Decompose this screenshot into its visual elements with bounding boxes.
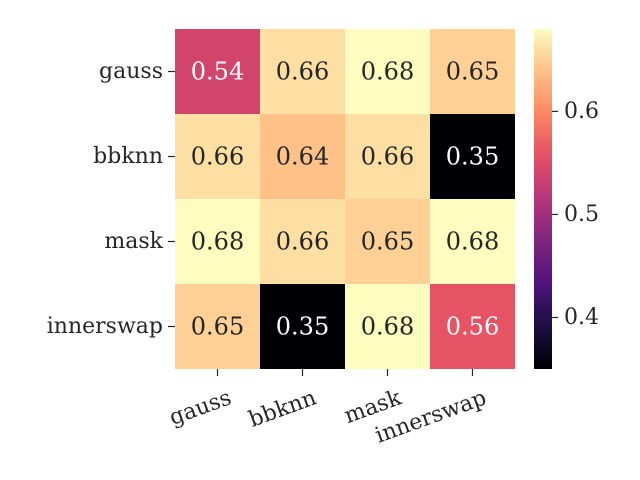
heatmap-cell-bbknn-mask bbox=[345, 114, 430, 199]
cell-value-label-gauss-mask: 0.68 bbox=[361, 58, 414, 86]
heatmap-cell-innerswap-mask bbox=[345, 284, 430, 369]
row-tick-labels: gauss bbknn mask innerswap bbox=[47, 59, 175, 339]
cell-value-label-mask-innerswap: 0.68 bbox=[446, 228, 499, 256]
cell-value-label-bbknn-gauss: 0.66 bbox=[191, 143, 244, 171]
heatmap-cell-innerswap-bbknn bbox=[260, 284, 345, 369]
heatmap-cell-mask-bbknn bbox=[260, 199, 345, 284]
heatmap-cell-gauss-gauss bbox=[175, 29, 260, 114]
heatmap-cell-bbknn-innerswap bbox=[430, 114, 515, 199]
heatmap-cell-gauss-mask bbox=[345, 29, 430, 114]
colorbar-tick-label-0: 0.4 bbox=[564, 305, 599, 330]
cell-value-label-gauss-gauss: 0.54 bbox=[191, 58, 244, 86]
row-tick-label-innerswap: innerswap bbox=[47, 314, 163, 339]
row-tick-label-gauss: gauss bbox=[99, 59, 163, 84]
row-tick-label-mask: mask bbox=[104, 229, 163, 254]
column-tick-label-gauss: gauss bbox=[166, 385, 235, 430]
cell-value-label-bbknn-mask: 0.66 bbox=[361, 143, 414, 171]
heatmap-cell-innerswap-innerswap bbox=[430, 284, 515, 369]
cell-value-label-innerswap-mask: 0.68 bbox=[361, 313, 414, 341]
cell-value-label-innerswap-gauss: 0.65 bbox=[191, 313, 244, 341]
column-tick-label-bbknn: bbknn bbox=[246, 385, 320, 432]
cell-value-label-bbknn-bbknn: 0.64 bbox=[276, 143, 329, 171]
heatmap-cell-innerswap-gauss bbox=[175, 284, 260, 369]
cell-value-label-mask-mask: 0.65 bbox=[361, 228, 414, 256]
heatmap-cell-bbknn-gauss bbox=[175, 114, 260, 199]
heatmap-cell-mask-mask bbox=[345, 199, 430, 284]
colorbar-tick-label-1: 0.5 bbox=[564, 202, 599, 227]
cell-value-label-gauss-innerswap: 0.65 bbox=[446, 58, 499, 86]
cell-value-label-bbknn-innerswap: 0.35 bbox=[446, 143, 499, 171]
cell-value-label-mask-bbknn: 0.66 bbox=[276, 228, 329, 256]
colorbar: 0.4 0.5 0.6 bbox=[534, 29, 599, 369]
heatmap-cells bbox=[175, 29, 515, 369]
row-tick-label-bbknn: bbknn bbox=[93, 144, 163, 169]
colorbar-tick-label-2: 0.6 bbox=[564, 99, 599, 124]
colorbar-gradient bbox=[534, 29, 552, 369]
cell-value-label-innerswap-innerswap: 0.56 bbox=[446, 313, 499, 341]
cell-value-label-mask-gauss: 0.68 bbox=[191, 228, 244, 256]
heatmap-cell-mask-gauss bbox=[175, 199, 260, 284]
heatmap-cell-bbknn-bbknn bbox=[260, 114, 345, 199]
cell-value-label-gauss-bbknn: 0.66 bbox=[276, 58, 329, 86]
heatmap-cell-gauss-bbknn bbox=[260, 29, 345, 114]
heatmap-cell-mask-innerswap bbox=[430, 199, 515, 284]
heatmap-cell-labels: 0.54 0.66 0.68 0.65 0.66 0.64 0.66 0.35 0.68 0.66… bbox=[191, 58, 499, 341]
cell-value-label-innerswap-bbknn: 0.35 bbox=[276, 313, 329, 341]
heatmap-cell-gauss-innerswap bbox=[430, 29, 515, 114]
